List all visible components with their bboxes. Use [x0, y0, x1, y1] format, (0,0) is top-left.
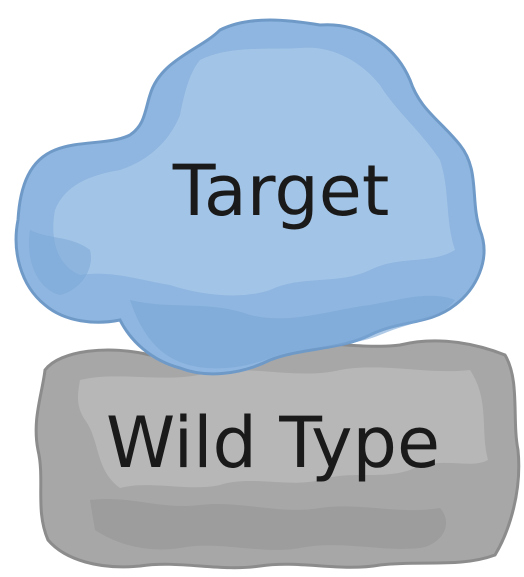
diagram: Target Wild Type — [0, 0, 524, 577]
target-label: Target — [172, 150, 390, 232]
wild-type-label: Wild Type — [106, 402, 440, 484]
